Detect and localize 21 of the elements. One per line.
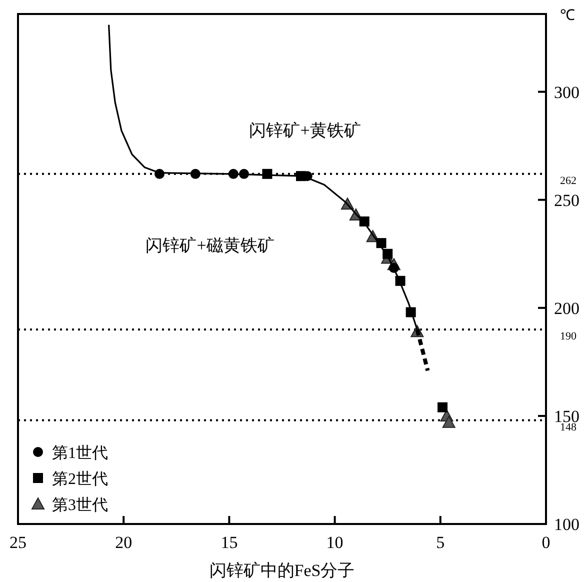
point (438, 402, 448, 412)
x-tick-label: 0 (542, 533, 550, 552)
point (442, 416, 456, 428)
x-axis-title: 闪锌矿中的FeS分子 (209, 561, 355, 580)
annotation: 闪锌矿+磁黄铁矿 (146, 236, 274, 255)
ref-line-label: 190 (560, 330, 577, 343)
annotation: 闪锌矿+黄铁矿 (249, 121, 361, 140)
x-tick-label: 20 (115, 533, 132, 552)
x-tick-label: 5 (436, 533, 445, 552)
y-tick-label: 100 (554, 515, 580, 534)
y-tick-label: 300 (554, 82, 580, 102)
x-tick-label: 25 (10, 533, 26, 552)
y-tick-label: 200 (554, 298, 580, 318)
ref-line-label: 262 (560, 174, 576, 187)
y-axis-title: ℃ (560, 8, 575, 24)
legend-label: 第3世代 (52, 496, 108, 514)
x-tick-label: 15 (220, 533, 238, 552)
x-tick-label: 10 (326, 533, 344, 552)
legend-label: 第1世代 (52, 444, 108, 462)
y-tick-label: 250 (554, 190, 580, 210)
legend-label: 第2世代 (52, 470, 108, 488)
